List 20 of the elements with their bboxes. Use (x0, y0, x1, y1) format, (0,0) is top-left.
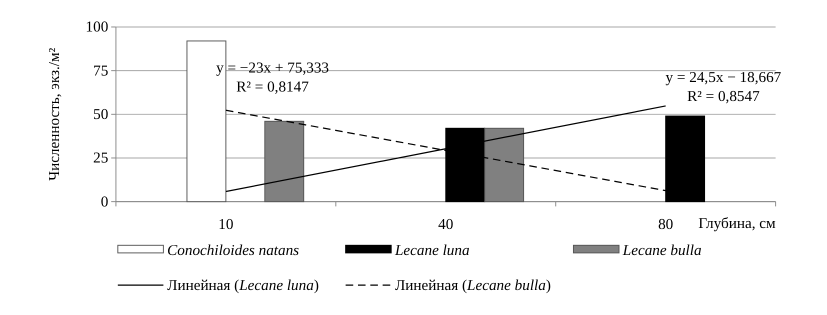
x-tick-label: 40 (438, 216, 454, 234)
legend-label: Линейная (Lecane luna) (167, 276, 319, 294)
annotation: R² = 0,8547 (687, 88, 760, 106)
annotation: y = −23x + 75,333 (216, 60, 330, 77)
y-axis-title: Численность, экз./м² (46, 47, 63, 181)
x-tick-label: 10 (218, 216, 234, 234)
legend-label: Линейная (Lecane bulla) (394, 276, 551, 294)
legend-label: Lecane bulla (622, 242, 702, 259)
y-tick-label: 0 (100, 193, 109, 210)
y-tick-label: 50 (93, 106, 109, 124)
legend-label: Conochiloides natans (167, 242, 300, 259)
x-axis-title: Глубина, см (698, 215, 776, 232)
annotation: y = 24,5x − 18,667 (666, 69, 782, 86)
annotation: R² = 0,8147 (236, 78, 310, 96)
y-tick-label: 25 (93, 150, 108, 167)
bar (186, 40, 226, 202)
legend-label: Lecane luna (394, 242, 470, 259)
y-tick-label: 75 (93, 62, 108, 80)
x-tick-label: 80 (658, 216, 674, 234)
y-tick-label: 100 (86, 18, 109, 36)
